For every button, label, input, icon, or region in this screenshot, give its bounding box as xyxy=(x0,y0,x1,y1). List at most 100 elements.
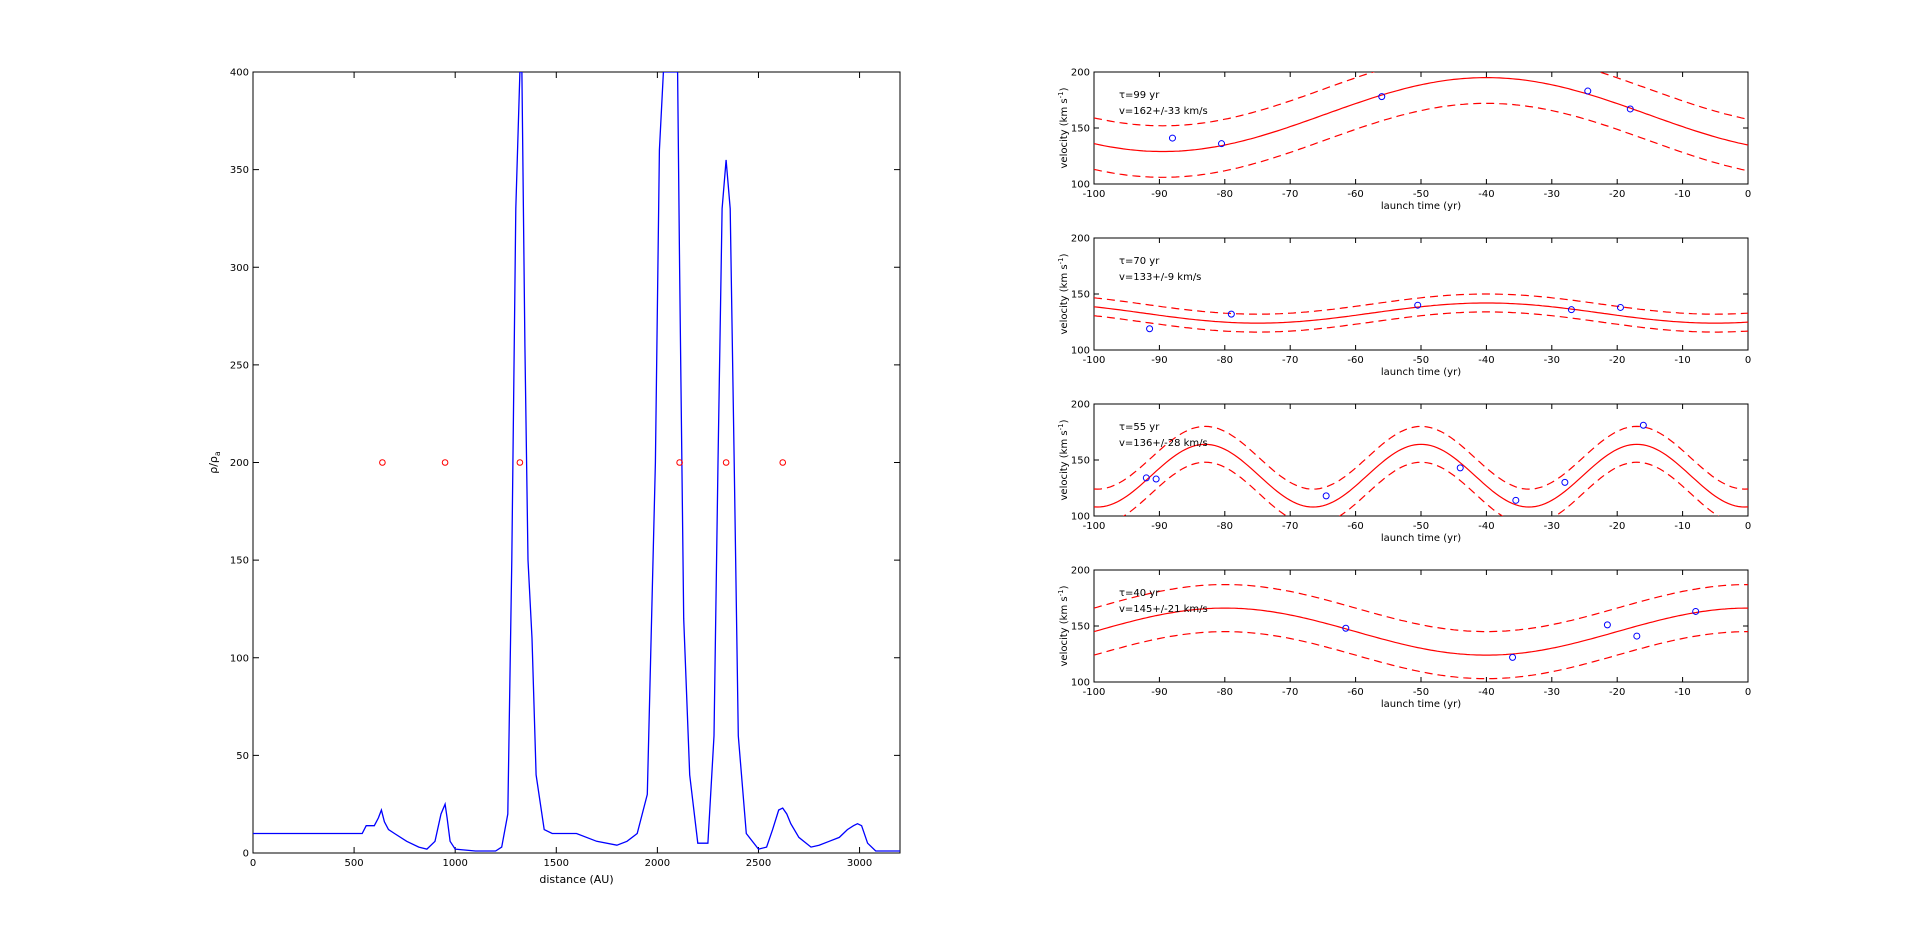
data-point xyxy=(1512,496,1520,504)
fit-line xyxy=(1094,302,1748,324)
plot-frame xyxy=(1093,237,1749,351)
data-point xyxy=(1342,624,1350,632)
x-tick-label: 0 xyxy=(1745,521,1751,532)
fit-line xyxy=(1094,443,1748,508)
y-tick-label: 100 xyxy=(1071,512,1090,523)
y-axis-label-close: ) xyxy=(1059,253,1070,257)
x-tick-label: -100 xyxy=(1083,189,1106,200)
fit-lower-bound xyxy=(1094,311,1748,333)
annotation-tau: τ=55 yr xyxy=(1119,422,1160,433)
y-axis-label-sup: -1 xyxy=(1057,589,1065,596)
marker-point xyxy=(676,459,683,466)
x-tick-label: -50 xyxy=(1413,687,1429,698)
x-tick-label: -70 xyxy=(1282,687,1298,698)
x-tick-label: -50 xyxy=(1413,521,1429,532)
fit-lower-bound xyxy=(1094,631,1748,680)
y-tick-label: 200 xyxy=(1071,234,1090,245)
data-point xyxy=(1218,140,1226,148)
velocity-panel-4: -100 -90 -80 -70 -60 -50 -40 -30 -20 -10 010015020… xyxy=(1057,566,1751,711)
plot-frame xyxy=(1093,569,1749,683)
x-axis-label: launch time (yr) xyxy=(1381,367,1461,378)
x-tick-label: -10 xyxy=(1674,355,1690,366)
fit-line xyxy=(1094,77,1748,153)
x-tick-label: -80 xyxy=(1217,521,1233,532)
y-axis-label-main: velocity (km s xyxy=(1059,430,1070,500)
y-tick-label: 200 xyxy=(230,458,249,469)
y-axis-label-sup: -1 xyxy=(1057,91,1065,98)
x-tick-label: -30 xyxy=(1544,687,1560,698)
data-point xyxy=(1146,325,1154,333)
y-tick-label: 250 xyxy=(230,360,249,371)
velocity-panel-3: -100 -90 -80 -70 -60 -50 -40 -30 -20 -10 010015020… xyxy=(1057,400,1751,545)
y-tick-label: 200 xyxy=(1071,566,1090,577)
data-point xyxy=(1142,474,1150,482)
x-tick-label: -30 xyxy=(1544,521,1560,532)
x-tick-label: 2000 xyxy=(645,858,670,869)
marker-point xyxy=(779,459,787,466)
x-tick-label: -80 xyxy=(1217,687,1233,698)
data-point xyxy=(1414,301,1422,309)
y-tick-label: 150 xyxy=(1071,456,1090,467)
y-axis-label-main: velocity (km s xyxy=(1059,264,1070,334)
marker-point xyxy=(441,459,449,466)
y-axis-label: velocity (km s-1) xyxy=(1057,585,1070,666)
y-tick-label: 50 xyxy=(236,751,249,762)
data-point xyxy=(1561,478,1569,486)
data-point xyxy=(1626,105,1634,113)
y-tick-label: 400 xyxy=(230,68,249,79)
annotation-tau: τ=70 yr xyxy=(1119,256,1160,267)
y-axis-label-sub: a xyxy=(213,451,222,456)
x-tick-label: -80 xyxy=(1217,355,1233,366)
y-tick-label: 350 xyxy=(230,165,249,176)
y-axis-label-close: ) xyxy=(1059,419,1070,423)
x-tick-label: 3000 xyxy=(847,858,872,869)
x-tick-label: -100 xyxy=(1083,355,1106,366)
x-tick-label: -60 xyxy=(1347,687,1363,698)
x-tick-label: -60 xyxy=(1347,521,1363,532)
annotation-velocity: v=136+/-28 km/s xyxy=(1119,438,1208,449)
x-tick-label: -100 xyxy=(1083,521,1106,532)
y-axis-label: velocity (km s-1) xyxy=(1057,87,1070,168)
y-axis-label-sup: -1 xyxy=(1057,423,1065,430)
y-tick-label: 100 xyxy=(1071,678,1090,689)
x-axis-label: launch time (yr) xyxy=(1381,201,1461,212)
data-point xyxy=(1509,653,1517,661)
x-tick-label: 1000 xyxy=(442,858,467,869)
data-point xyxy=(1639,421,1647,429)
x-tick-label: -80 xyxy=(1217,189,1233,200)
y-axis-label-main: ρ/ρ xyxy=(207,456,220,474)
x-tick-label: -30 xyxy=(1544,355,1560,366)
data-point xyxy=(1633,632,1641,640)
marker-point xyxy=(516,459,524,466)
y-axis-label-sup: -1 xyxy=(1057,257,1065,264)
x-tick-label: -90 xyxy=(1151,189,1167,200)
fit-lower-bound xyxy=(1122,461,1720,516)
x-tick-label: 0 xyxy=(1745,687,1751,698)
y-tick-label: 300 xyxy=(230,263,249,274)
velocity-panel-1: -100 -90 -80 -70 -60 -50 -40 -30 -20 -10 010015020… xyxy=(1057,68,1751,213)
plot-frame xyxy=(252,71,901,854)
fit-lower-bound xyxy=(1094,102,1748,178)
y-axis-label: ρ/ρa xyxy=(207,451,222,474)
x-tick-label: -100 xyxy=(1083,687,1106,698)
x-tick-label: 2500 xyxy=(746,858,771,869)
y-tick-label: 150 xyxy=(1071,622,1090,633)
y-tick-label: 150 xyxy=(1071,124,1090,135)
data-point xyxy=(1692,607,1700,615)
x-tick-label: -70 xyxy=(1282,189,1298,200)
x-tick-label: -40 xyxy=(1478,687,1494,698)
data-point xyxy=(1168,134,1176,142)
y-tick-label: 150 xyxy=(230,556,249,567)
y-tick-label: 0 xyxy=(243,849,249,860)
data-point xyxy=(1603,621,1611,629)
x-axis-label: launch time (yr) xyxy=(1381,699,1461,710)
y-tick-label: 200 xyxy=(1071,400,1090,411)
data-point xyxy=(1322,492,1330,500)
x-axis-label: distance (AU) xyxy=(539,873,613,886)
x-tick-label: -10 xyxy=(1674,687,1690,698)
plot-frame xyxy=(1093,71,1749,185)
annotation-tau: τ=40 yr xyxy=(1119,588,1160,599)
x-tick-label: -40 xyxy=(1478,521,1494,532)
x-tick-label: 0 xyxy=(1745,355,1751,366)
y-axis-label-close: ) xyxy=(1059,87,1070,91)
